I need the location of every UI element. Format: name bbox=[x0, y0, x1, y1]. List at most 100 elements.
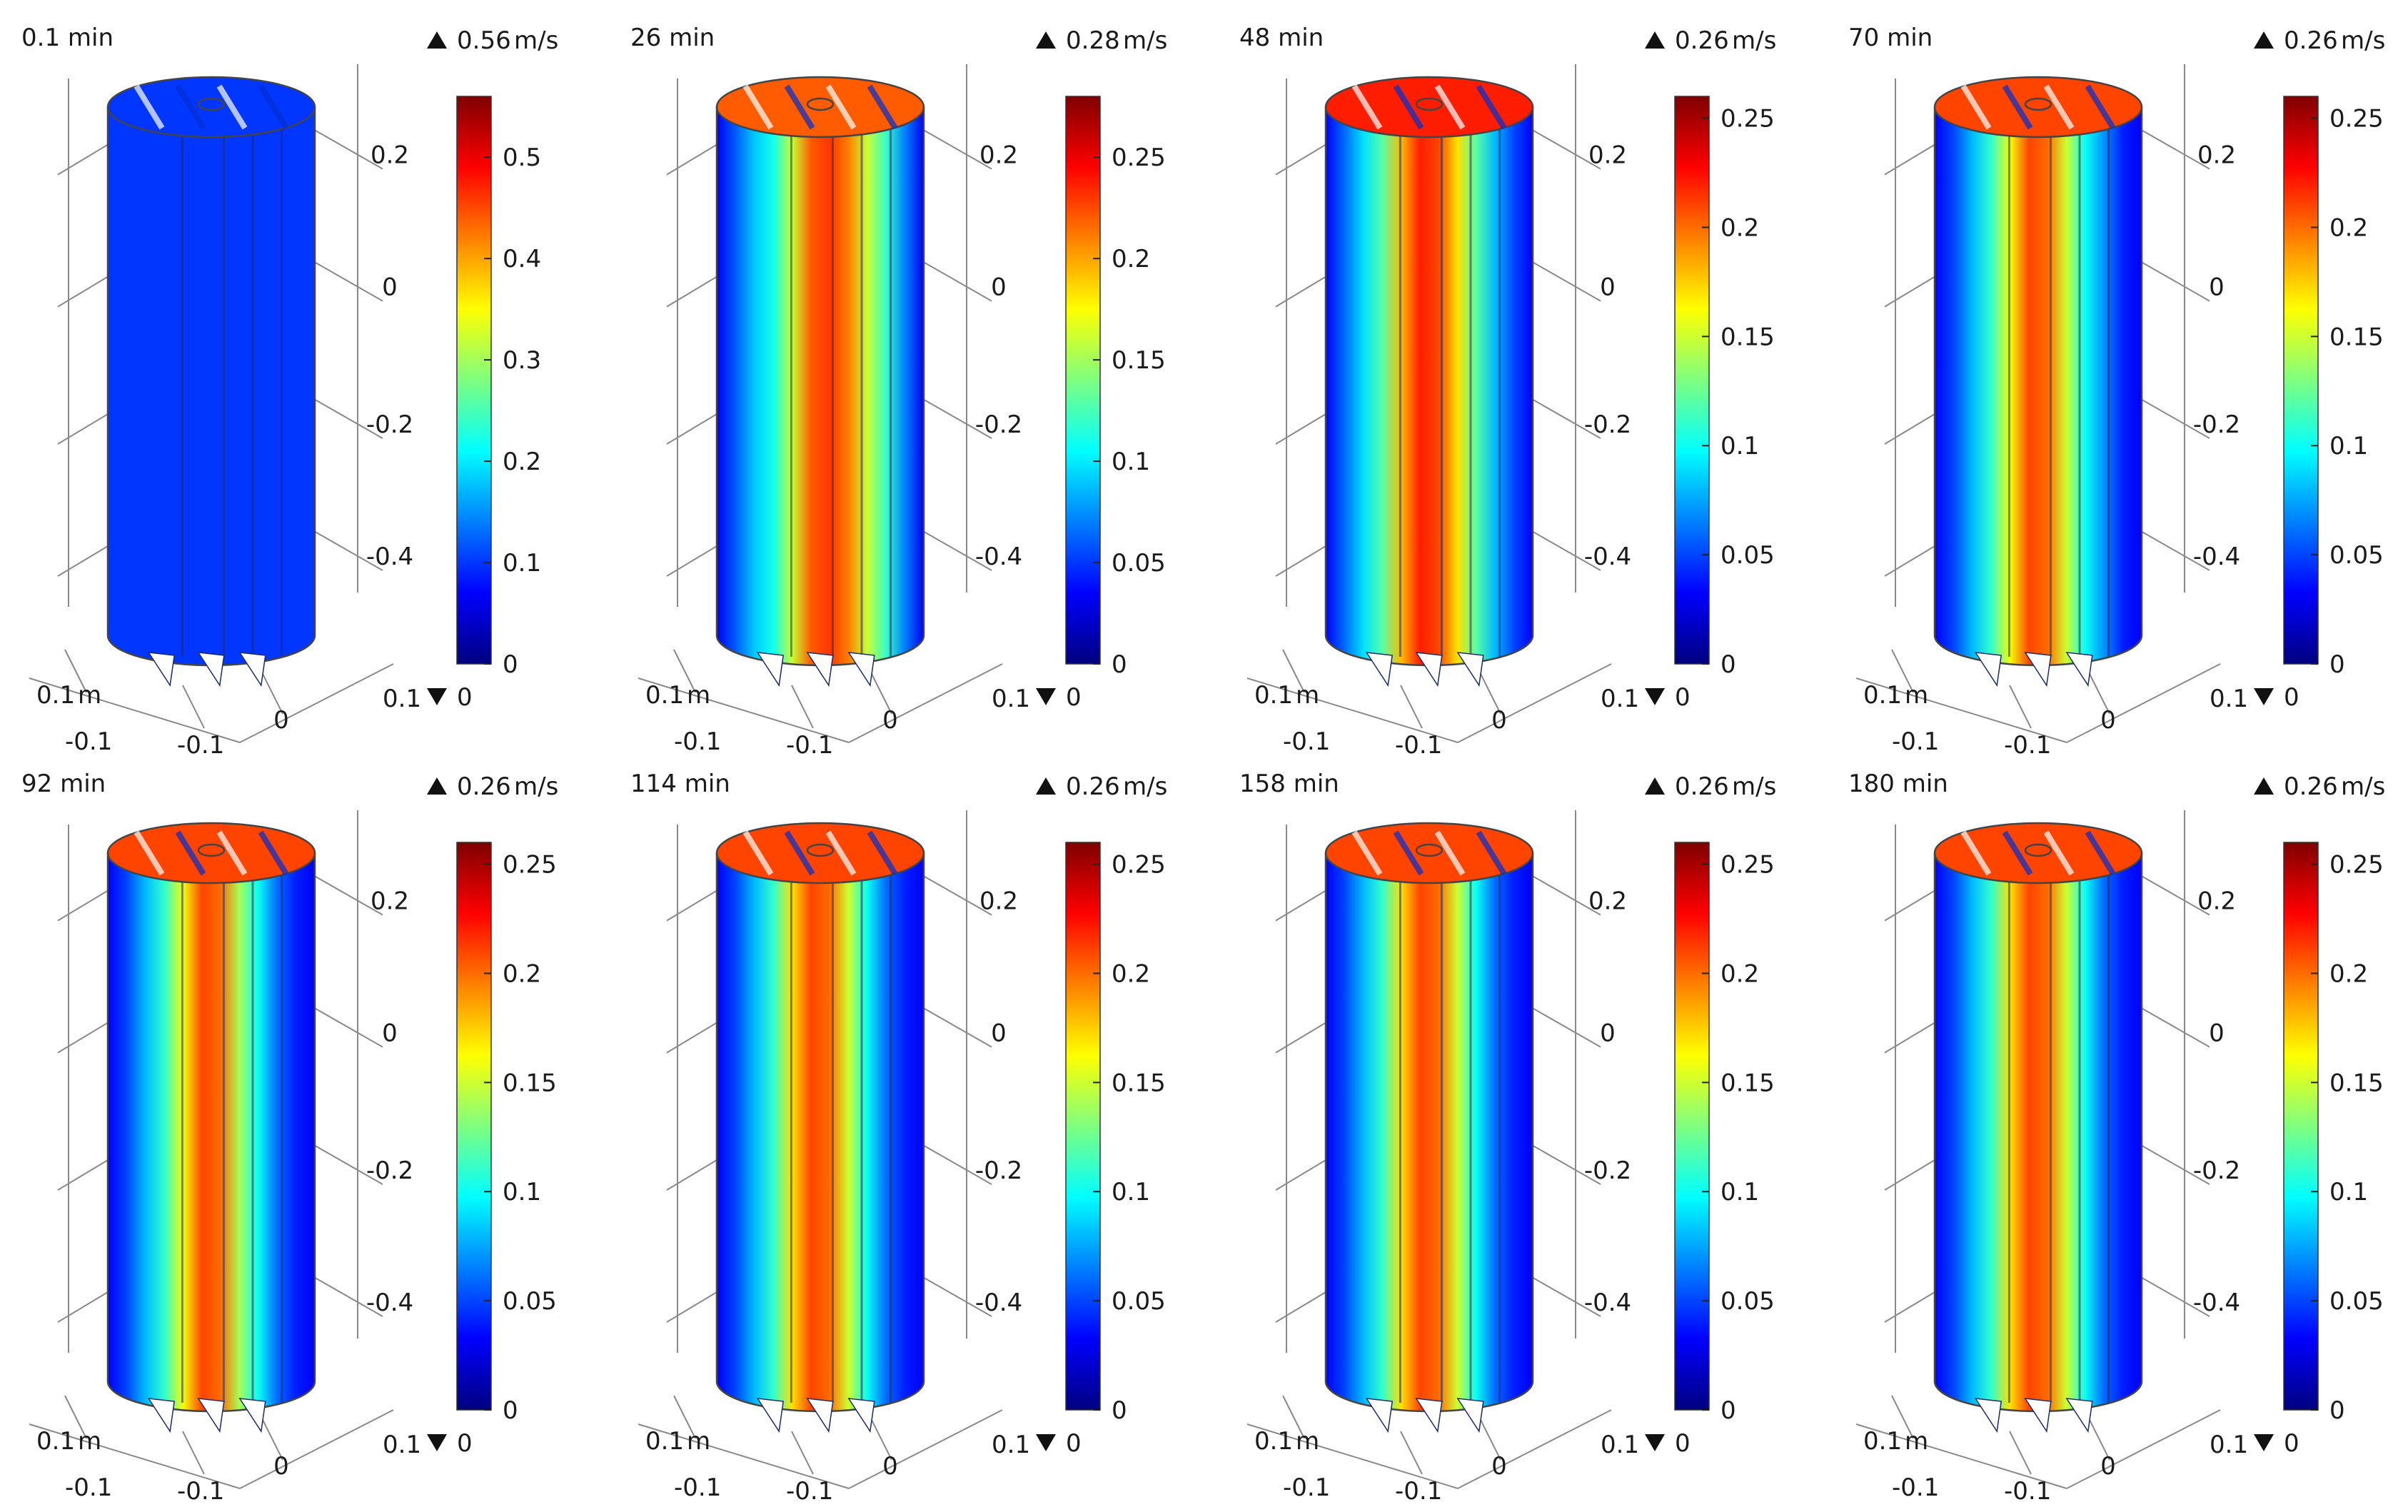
colorbar-max-label: 0.26 bbox=[2284, 772, 2338, 801]
z-tick-label: 0 bbox=[991, 273, 1007, 302]
colorbar-tick-label: 0.3 bbox=[503, 346, 541, 375]
impeller-shaft bbox=[1415, 843, 1444, 857]
z-tick-label: -0.2 bbox=[366, 1156, 413, 1185]
colorbar-tick-label: 0.15 bbox=[2329, 323, 2384, 351]
base-axis-label: -0.1 bbox=[177, 1477, 224, 1506]
colorbar-gradient bbox=[2283, 96, 2319, 665]
base-slice-notch bbox=[1456, 1398, 1484, 1433]
min-triangle-icon bbox=[427, 688, 447, 705]
z-tick-label: 0.2 bbox=[2197, 887, 2236, 916]
colorbar-tick-label: 0 bbox=[1721, 650, 1736, 679]
base-axis-label: 0.1 bbox=[1863, 681, 1902, 710]
base-axis-label: m bbox=[687, 681, 710, 710]
time-label: 114 min bbox=[630, 770, 730, 798]
z-tick-label: 0 bbox=[1600, 1019, 1616, 1048]
base-slice-notch bbox=[1415, 652, 1443, 687]
colorbar-unit: m/s bbox=[2341, 772, 2385, 801]
colorbar-gradient bbox=[2283, 842, 2319, 1411]
colorbar-unit: m/s bbox=[514, 772, 558, 801]
colorbar-tick-label: 0.2 bbox=[1112, 959, 1150, 988]
velocity-field-cylinder bbox=[106, 822, 316, 1433]
top-slice-stripe bbox=[258, 84, 289, 130]
colorbar-tick-label: 0.15 bbox=[1112, 1069, 1166, 1097]
time-label: 70 min bbox=[1848, 24, 1933, 52]
base-slice-notch bbox=[147, 652, 176, 687]
max-triangle-icon bbox=[1036, 777, 1056, 795]
max-triangle-icon bbox=[1645, 777, 1665, 795]
base-axis-label: -0.1 bbox=[2004, 1477, 2051, 1506]
z-tick-label: 0 bbox=[991, 1019, 1007, 1048]
min-triangle-icon bbox=[2254, 1434, 2274, 1451]
colorbar-tick-label: 0.1 bbox=[2329, 1178, 2368, 1206]
colorbar-tick-label: 0.15 bbox=[2329, 1069, 2384, 1097]
colorbar-tick-label: 0 bbox=[2329, 650, 2345, 679]
min-triangle-icon bbox=[2254, 688, 2274, 705]
colorbar-tick-label: 0.2 bbox=[503, 448, 541, 476]
base-axis-label: 0 bbox=[882, 1452, 898, 1481]
colorbar-tick-label: 0.5 bbox=[503, 143, 541, 172]
velocity-field-cylinder bbox=[1324, 822, 1534, 1433]
velocity-field-cylinder bbox=[106, 76, 316, 687]
max-triangle-icon bbox=[1036, 31, 1056, 49]
colorbar-tick-label: 0.15 bbox=[503, 1069, 557, 1097]
velocity-field-cylinder bbox=[1933, 822, 2143, 1433]
z-tick-label: 0 bbox=[1600, 273, 1616, 302]
time-label: 26 min bbox=[630, 24, 715, 52]
time-label: 92 min bbox=[21, 770, 106, 798]
colorbar-gradient bbox=[1065, 96, 1101, 665]
top-slice-stripe bbox=[1476, 830, 1507, 876]
colorbar-tick-label: 0 bbox=[2329, 1396, 2345, 1425]
colorbar: 0.56 m/s 0 0 0.1 0.2 0.3 0.4 0.5 bbox=[427, 26, 558, 712]
base-slice-notch bbox=[1456, 652, 1484, 687]
colorbar-tick-label: 0.2 bbox=[1721, 959, 1759, 988]
colorbar-unit: m/s bbox=[1732, 26, 1776, 55]
colorbar-tick-label: 0.4 bbox=[503, 245, 541, 273]
axis-grid bbox=[1855, 64, 2221, 743]
top-slice-stripe bbox=[1434, 84, 1466, 130]
z-tick-label: 0.2 bbox=[1588, 887, 1627, 916]
z-tick-label: 0.2 bbox=[979, 141, 1018, 170]
colorbar-min-label: 0 bbox=[1066, 683, 1082, 712]
colorbar-min-label: 0 bbox=[1066, 1429, 1082, 1458]
impeller-shaft bbox=[1415, 97, 1444, 111]
top-slice-stripe bbox=[1434, 830, 1466, 876]
top-slice-stripe bbox=[1393, 830, 1424, 876]
colorbar-tick-label: 0.25 bbox=[503, 851, 557, 880]
z-tick-label: -0.4 bbox=[1584, 1289, 1631, 1317]
base-axis-label: 0 bbox=[2100, 706, 2116, 735]
base-slice-notch bbox=[197, 1398, 225, 1433]
z-tick-label: -0.4 bbox=[2193, 543, 2240, 571]
top-slice-stripe bbox=[1476, 84, 1507, 130]
colorbar-tick-label: 0.25 bbox=[2329, 851, 2384, 880]
velocity-field-cylinder bbox=[715, 822, 925, 1433]
base-axis-label: m bbox=[78, 1427, 101, 1456]
max-triangle-icon bbox=[2254, 777, 2274, 795]
base-axis-label: 0.1 bbox=[2210, 685, 2248, 713]
base-slice-notch bbox=[2024, 652, 2052, 687]
colorbar-max-label: 0.26 bbox=[1675, 772, 1729, 801]
z-tick-label: 0 bbox=[382, 1019, 398, 1048]
time-label: 158 min bbox=[1239, 770, 1339, 798]
z-tick-label: 0.2 bbox=[371, 141, 409, 170]
base-slice-notch bbox=[238, 652, 266, 687]
impeller-shaft bbox=[197, 97, 226, 111]
base-slice-notch bbox=[1415, 1398, 1443, 1433]
z-tick-label: 0.2 bbox=[979, 887, 1018, 916]
colorbar-tick-label: 0.25 bbox=[1112, 143, 1166, 172]
colorbar-tick-label: 0.1 bbox=[503, 1178, 541, 1206]
top-slice-stripe bbox=[2043, 830, 2075, 876]
base-axis-label: 0.1 bbox=[992, 685, 1030, 713]
axis-grid bbox=[638, 64, 1003, 743]
time-label: 48 min bbox=[1239, 24, 1324, 52]
base-axis-label: m bbox=[1905, 681, 1928, 710]
colorbar-min-label: 0 bbox=[2284, 1429, 2299, 1458]
top-slice-stripe bbox=[825, 84, 857, 130]
colorbar-tick-label: 0 bbox=[1721, 1396, 1736, 1425]
impeller-shaft bbox=[806, 843, 835, 857]
